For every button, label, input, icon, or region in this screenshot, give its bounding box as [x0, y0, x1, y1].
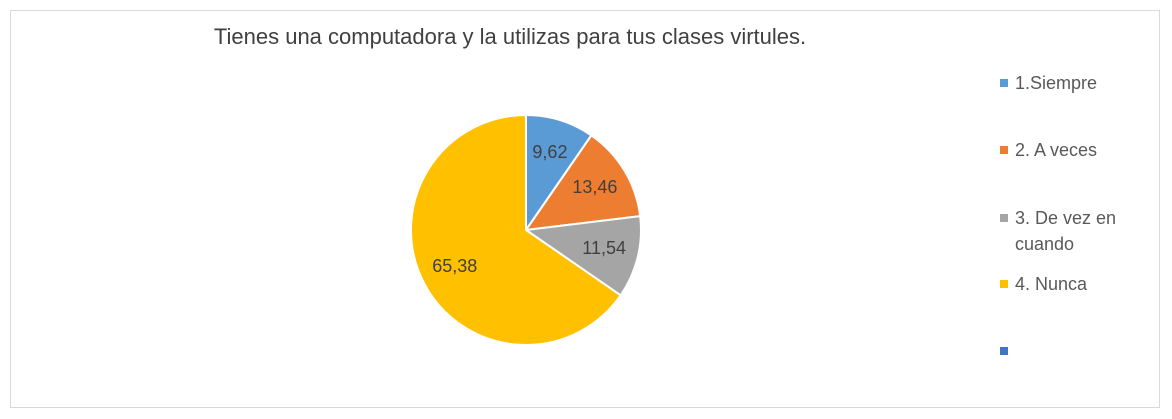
- legend-swatch: [1000, 146, 1008, 154]
- legend-swatch: [1000, 347, 1008, 355]
- pie-slice: [523, 133, 642, 232]
- data-label: 13,46: [572, 177, 617, 197]
- legend-swatch: [1000, 79, 1008, 87]
- legend-label: 4. Nunca: [1015, 274, 1088, 294]
- legend-label: 1.Siempre: [1015, 73, 1098, 93]
- data-label: 11,54: [582, 238, 626, 258]
- legend-item: 3. De vez en cuando: [1000, 205, 1140, 257]
- legend-label: 3. De vez en cuando: [1015, 208, 1117, 254]
- legend-label: 2. A veces: [1015, 140, 1098, 160]
- legend-item: 2. A veces: [1000, 137, 1140, 163]
- pie-slice: [523, 215, 642, 297]
- legend-item: 4. Nunca: [1000, 271, 1140, 297]
- data-label: 9,62: [532, 142, 567, 162]
- chart-frame: [10, 10, 1160, 408]
- legend-item: 1.Siempre: [1000, 70, 1140, 96]
- pie-slice: [410, 113, 623, 346]
- legend-swatch: [1000, 280, 1008, 288]
- legend-swatch: [1000, 214, 1008, 222]
- chart-title: Tienes una computadora y la utilizas par…: [214, 24, 806, 49]
- data-label: 65,38: [432, 256, 477, 276]
